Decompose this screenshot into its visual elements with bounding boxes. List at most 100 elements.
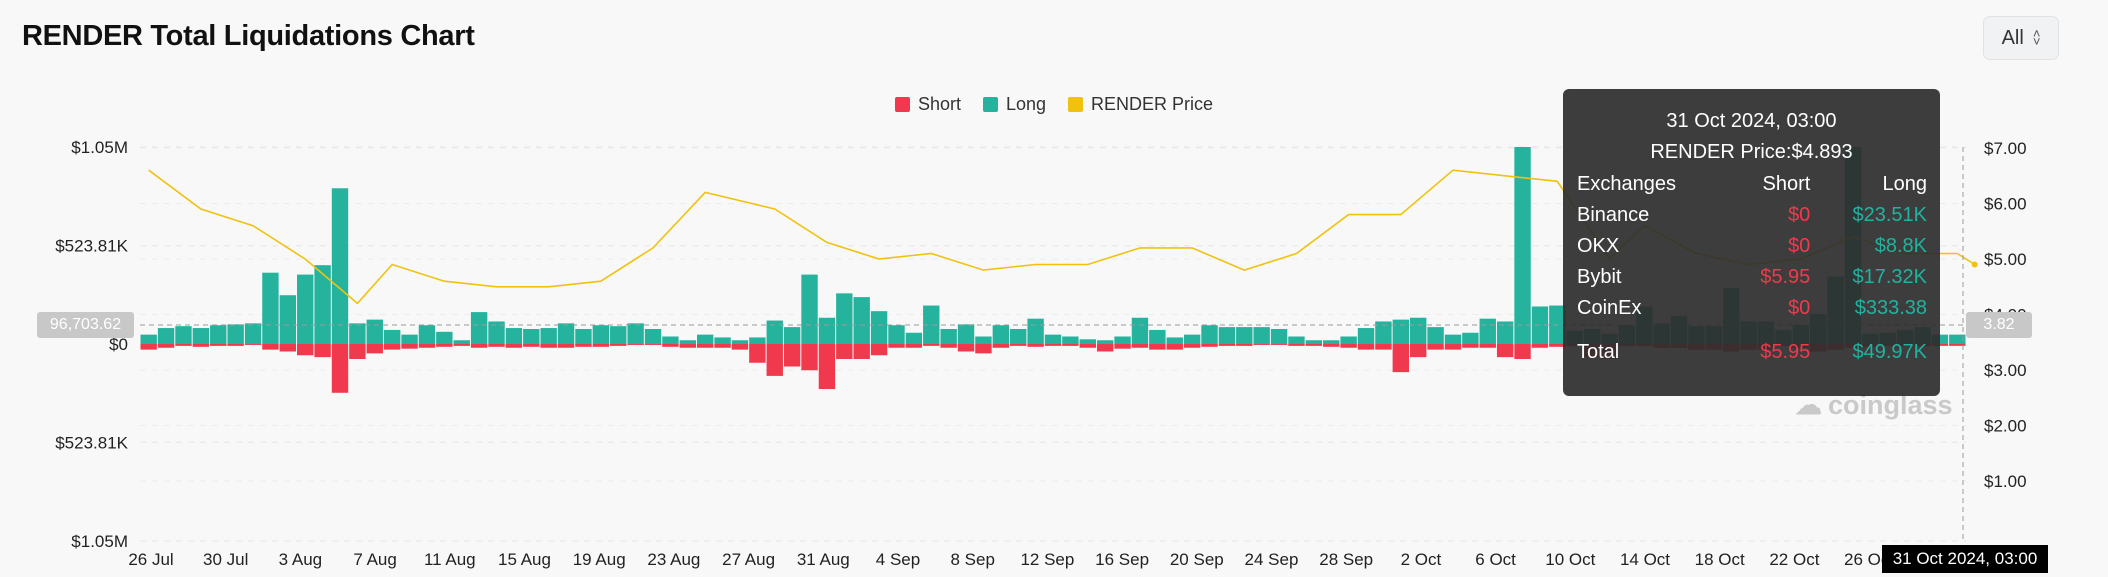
short-bar [1253, 344, 1270, 345]
short-bar [749, 344, 766, 363]
legend-item-price[interactable]: RENDER Price [1068, 94, 1213, 115]
long-bar [1096, 340, 1114, 344]
short-bar [662, 344, 679, 347]
short-bar [453, 344, 470, 346]
short-bar [940, 344, 957, 348]
short-bar [818, 344, 836, 390]
long-bar [662, 336, 679, 344]
range-select-value: All [2001, 26, 2024, 49]
long-bar [592, 325, 610, 344]
short-bar [1444, 344, 1462, 350]
short-bar [696, 344, 714, 348]
short-bar [853, 344, 870, 360]
short-bar [888, 344, 905, 348]
y-tick-label-right: $2.00 [1984, 417, 2027, 436]
short-bar [523, 344, 540, 347]
short-bar [575, 344, 592, 347]
long-bar [836, 293, 853, 344]
short-bar [366, 344, 383, 354]
long-bar [279, 295, 297, 344]
short-bar [488, 344, 505, 347]
short-bar [992, 344, 1010, 348]
range-select[interactable]: All ˄ ˅ [1983, 16, 2059, 60]
long-bar [1392, 319, 1410, 344]
x-tick-label: 16 Sep [1095, 550, 1149, 569]
long-bar [1010, 328, 1027, 344]
long-bar [1462, 332, 1479, 344]
short-bar [627, 344, 644, 345]
x-tick-label: 2 Oct [1401, 550, 1442, 569]
long-bar [540, 328, 557, 344]
long-bar [157, 328, 175, 344]
tooltip-price: RENDER Price:$4.893 [1650, 141, 1853, 163]
long-bar [731, 340, 749, 344]
long-bar [766, 320, 783, 344]
long-bar [1949, 334, 1966, 344]
long-bar [314, 265, 331, 344]
short-bar [766, 344, 783, 376]
tooltip-total-row: Total $5.95 $49.97K [1577, 340, 1927, 363]
short-bar [801, 344, 818, 371]
long-bar [1323, 340, 1340, 344]
short-bar [1027, 344, 1044, 347]
long-bar [470, 312, 488, 344]
long-bar [1444, 334, 1462, 344]
short-bar [1218, 344, 1236, 346]
long-bar [1288, 336, 1305, 344]
long-bar [1340, 336, 1357, 344]
tooltip-header-row: Exchanges Short Long [1577, 173, 1927, 195]
long-bar [1253, 327, 1270, 344]
long-bar [227, 324, 244, 344]
short-bar [1236, 344, 1253, 346]
long-bar [696, 334, 714, 344]
long-bar [418, 325, 436, 344]
short-bar [505, 344, 523, 348]
price-line-point [1971, 261, 1978, 268]
tooltip-row: Binance $0 $23.51K [1577, 204, 1927, 226]
x-tick-label: 26 Oct [1844, 550, 1894, 569]
chart-title: RENDER Total Liquidations Chart [22, 20, 475, 52]
long-bar [679, 340, 696, 344]
long-bar [436, 331, 453, 344]
short-bar [1392, 344, 1410, 373]
long-bar [905, 332, 923, 344]
short-bar [1149, 344, 1166, 350]
x-tick-label: 18 Oct [1695, 550, 1745, 569]
short-bar [1270, 344, 1288, 345]
tooltip-row: OKX $0 $8.8K [1577, 235, 1927, 257]
x-tick-label: 7 Aug [353, 550, 397, 569]
long-bar [1114, 336, 1131, 344]
y-tick-label-right: $5.00 [1984, 250, 2027, 269]
short-bar [644, 344, 662, 345]
long-bar [1062, 336, 1079, 344]
x-tick-label: 28 Sep [1319, 550, 1373, 569]
short-bar [1044, 344, 1062, 346]
short-bar [1496, 344, 1514, 358]
legend-item-short[interactable]: Short [894, 94, 961, 115]
x-tick-label: 14 Oct [1620, 550, 1670, 569]
long-bar [523, 328, 540, 344]
y-tick-label-right: $7.00 [1984, 139, 2027, 158]
long-bar [1479, 318, 1496, 344]
short-bar [192, 344, 210, 347]
crosshair-left-value: 96,703.62 [37, 312, 134, 338]
y-tick-label-right: $6.00 [1984, 195, 2027, 214]
chart-legend: Short Long RENDER Price [0, 94, 2108, 115]
short-bar [975, 344, 992, 354]
y-tick-label-left: $1.05M [71, 138, 128, 157]
short-bar [1375, 344, 1392, 350]
long-bar [853, 297, 870, 344]
x-tick-label: 3 Aug [279, 550, 323, 569]
legend-item-long[interactable]: Long [982, 94, 1046, 115]
long-bar [349, 323, 366, 344]
y-tick-label-right: $3.00 [1984, 361, 2027, 380]
short-bar [140, 344, 157, 350]
tooltip-row: CoinEx $0 $333.38 [1577, 297, 1927, 319]
short-bar [731, 344, 749, 350]
short-bar [1479, 344, 1496, 348]
long-bar [297, 274, 314, 344]
short-bar [1010, 344, 1027, 346]
short-bar [1340, 344, 1357, 348]
y-tick-label-left: $1.05M [71, 532, 128, 551]
short-bar [1201, 344, 1218, 347]
